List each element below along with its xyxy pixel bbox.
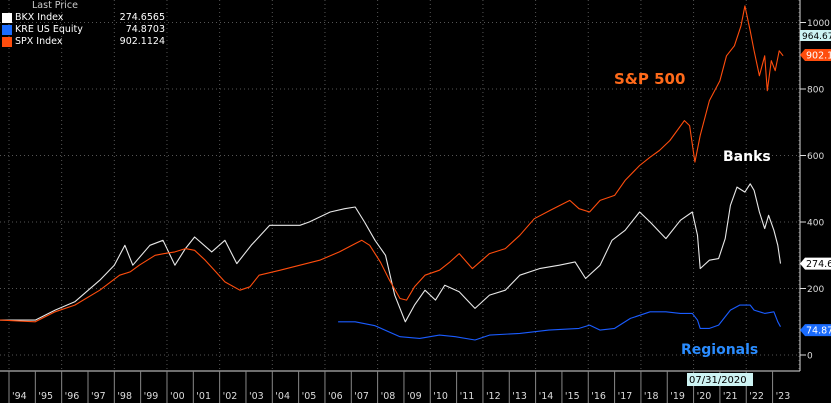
x-tick-label: '96: [65, 391, 80, 402]
x-tick-label: '16: [591, 391, 606, 402]
series-lines: [0, 5, 784, 341]
crosshair-date-label: 07/31/2020: [689, 375, 747, 386]
x-tick-label: '06: [328, 391, 343, 402]
series-line-spx: [0, 5, 784, 323]
legend-item-spx: SPX Index 902.1124: [2, 36, 165, 48]
x-tick-label: '22: [749, 391, 764, 402]
x-tick-label: '23: [776, 391, 791, 402]
legend-value: 274.6565: [119, 12, 165, 23]
last-value-tag-label: 274.6: [806, 259, 831, 270]
grid: [0, 0, 800, 371]
x-tick-label: '94: [12, 391, 27, 402]
x-tick-label: '13: [512, 391, 527, 402]
y-tick-label: 1000: [807, 19, 830, 29]
x-tick-label: '11: [460, 391, 475, 402]
x-tick-label: '15: [565, 391, 580, 402]
x-tick-label: '17: [618, 391, 633, 402]
series-line-bkx: [0, 183, 782, 323]
x-tick-label: '07: [354, 391, 369, 402]
crosshair-value-tag: 964.670: [800, 30, 831, 42]
last-value-tag-bg: [800, 257, 831, 270]
last-value-tag-label: 902.11: [806, 51, 831, 62]
x-tick-label: '05: [302, 391, 317, 402]
x-tick-label: '10: [433, 391, 448, 402]
y-tick-label: 800: [807, 86, 824, 96]
crosshair-value-label: 964.670: [802, 32, 831, 42]
crosshair-date-tag: 07/31/2020: [687, 373, 753, 386]
x-tick-label: '20: [697, 391, 712, 402]
x-tick-label: '21: [723, 391, 738, 402]
legend-label: KRE US Equity: [15, 24, 83, 35]
legend-title: Last Price: [32, 0, 78, 11]
last-value-tag-bg: [800, 324, 831, 337]
x-tick-label: '95: [38, 391, 53, 402]
last-value-tag-bg: [800, 49, 831, 62]
series-line-kre: [338, 304, 781, 341]
y-tick-label: 400: [807, 219, 824, 229]
legend-item-kre: KRE US Equity 74.8703: [2, 24, 165, 36]
y-tick-label: 200: [807, 285, 824, 295]
annotation-regionals: Regionals: [681, 342, 758, 358]
last-value-tag-label: 74.87: [806, 326, 831, 337]
x-axis: '94 '95 '96 '97 '98 '99 '00 '01 '02 '03 '04 '05 '06 '…: [8, 371, 791, 403]
legend: Last Price BKX Index 274.6565 KRE US Equ…: [2, 0, 165, 48]
legend-swatch: [2, 37, 12, 47]
legend-label: BKX Index: [15, 12, 64, 23]
x-tick-label: '12: [486, 391, 501, 402]
x-tick-label: '04: [275, 391, 290, 402]
x-tick-label: '01: [196, 391, 211, 402]
x-tick-label: '98: [117, 391, 132, 402]
x-tick-label: '19: [670, 391, 685, 402]
last-value-tags: 274.6 74.87 902.11: [800, 49, 831, 337]
x-tick-label: '09: [407, 391, 422, 402]
x-tick-label: '03: [249, 391, 264, 402]
annotation-sp500: S&P 500: [614, 70, 685, 88]
x-tick-label: '99: [144, 391, 159, 402]
x-tick-label: '00: [170, 391, 185, 402]
legend-label: SPX Index: [15, 36, 63, 47]
legend-swatch: [2, 13, 12, 23]
annotation-banks: Banks: [723, 149, 771, 165]
legend-value: 74.8703: [125, 24, 165, 35]
x-tick-label: '02: [223, 391, 238, 402]
y-tick-label: 0: [807, 352, 813, 362]
legend-value: 902.1124: [119, 36, 165, 47]
x-tick-label: '97: [91, 391, 106, 402]
legend-item-bkx: BKX Index 274.6565: [2, 12, 165, 24]
x-tick-label: '18: [644, 391, 659, 402]
legend-swatch: [2, 25, 12, 35]
x-tick-label: '14: [539, 391, 554, 402]
y-axis: 0 200 400 600 800 1000: [800, 19, 830, 362]
x-tick-label: '08: [381, 391, 396, 402]
y-tick-label: 600: [807, 152, 824, 162]
